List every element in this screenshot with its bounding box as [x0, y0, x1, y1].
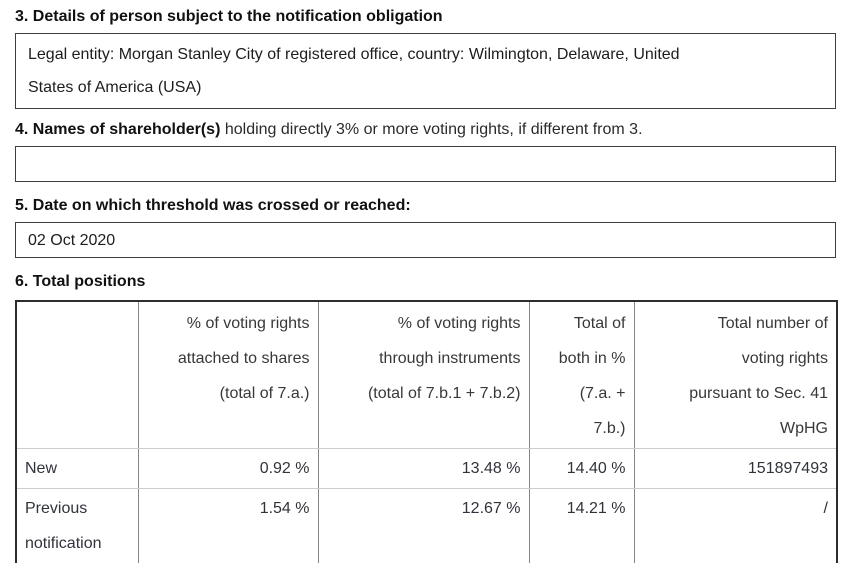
- header-line: pursuant to Sec. 41: [689, 385, 828, 402]
- header-voting-rights-instruments: % of voting rights through instruments (…: [317, 300, 530, 449]
- header-line: (total of 7.b.1 + 7.b.2): [367, 385, 521, 402]
- row-new-label: New: [15, 448, 139, 489]
- header-line: (total of 7.a.): [219, 385, 310, 402]
- total-positions-table: % of voting rights attached to shares (t…: [15, 300, 838, 563]
- row-new-voting-rights-instruments: 13.48 %: [317, 448, 530, 489]
- header-line: % of voting rights: [186, 315, 310, 332]
- section-3-heading: 3. Details of person subject to the noti…: [15, 8, 443, 25]
- section-5-heading: 5. Date on which threshold was crossed o…: [15, 197, 411, 214]
- section-4-box: [15, 146, 836, 182]
- section-4-heading-rest: holding directly 3% or more voting right…: [220, 121, 643, 138]
- header-line: Total of: [573, 315, 626, 332]
- header-total-both: Total of both in % (7.a. + 7.b.): [528, 300, 635, 449]
- header-line: % of voting rights: [397, 315, 521, 332]
- section-6-heading: 6. Total positions: [15, 273, 146, 290]
- header-empty-cell: [15, 300, 139, 449]
- legal-entity-line-2: States of America (USA): [28, 79, 202, 96]
- section-3-box: Legal entity: Morgan Stanley City of reg…: [15, 33, 836, 109]
- row-previous-voting-rights-instruments: 12.67 %: [317, 488, 530, 563]
- section-5-box: 02 Oct 2020: [15, 222, 836, 258]
- header-line: voting rights: [741, 350, 828, 367]
- section-4-heading-bold: 4. Names of shareholder(s): [15, 121, 221, 138]
- row-previous-total-both: 14.21 %: [528, 488, 635, 563]
- header-line: attached to shares: [177, 350, 310, 367]
- header-total-number-voting-rights: Total number of voting rights pursuant t…: [633, 300, 838, 449]
- legal-entity-line-1: Legal entity: Morgan Stanley City of reg…: [28, 46, 680, 63]
- row-new-voting-rights-shares: 0.92 %: [137, 448, 319, 489]
- row-previous-label: Previous notification: [15, 488, 139, 563]
- header-line: 7.b.): [593, 420, 626, 437]
- header-line: (7.a. +: [579, 385, 626, 402]
- section-4-heading: 4. Names of shareholder(s) holding direc…: [15, 109, 836, 140]
- header-line: Total number of: [717, 315, 828, 332]
- header-line: WpHG: [780, 420, 828, 437]
- row-previous-voting-rights-shares: 1.54 %: [137, 488, 319, 563]
- table-row-previous-notification: Previous notification 1.54 % 12.67 % 14.…: [15, 488, 838, 563]
- header-line: both in %: [558, 350, 626, 367]
- header-voting-rights-shares: % of voting rights attached to shares (t…: [137, 300, 319, 449]
- row-previous-total-number: /: [633, 488, 838, 563]
- table-header-row: % of voting rights attached to shares (t…: [15, 300, 838, 449]
- header-line: through instruments: [379, 350, 521, 367]
- row-new-total-both: 14.40 %: [528, 448, 635, 489]
- row-new-total-number: 151897493: [633, 448, 838, 489]
- table-row-new: New 0.92 % 13.48 % 14.40 % 151897493: [15, 448, 838, 489]
